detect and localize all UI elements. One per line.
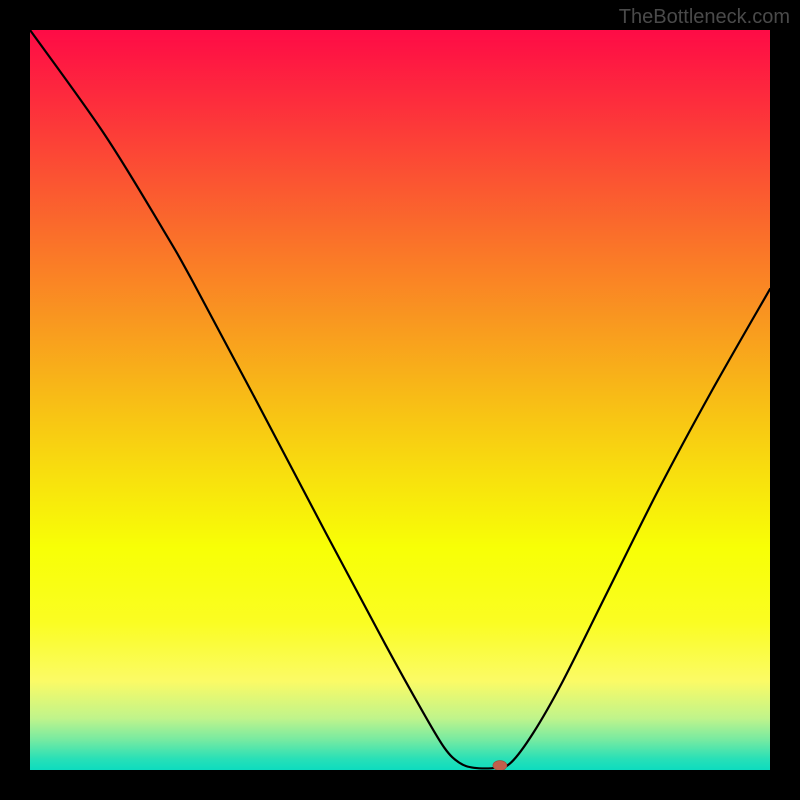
- chart-frame: TheBottleneck.com: [0, 0, 800, 800]
- plot-svg: [30, 30, 770, 770]
- watermark-text: TheBottleneck.com: [619, 6, 790, 29]
- gradient-background: [30, 30, 770, 770]
- optimal-point-marker: [493, 761, 507, 770]
- plot-area: [30, 30, 770, 770]
